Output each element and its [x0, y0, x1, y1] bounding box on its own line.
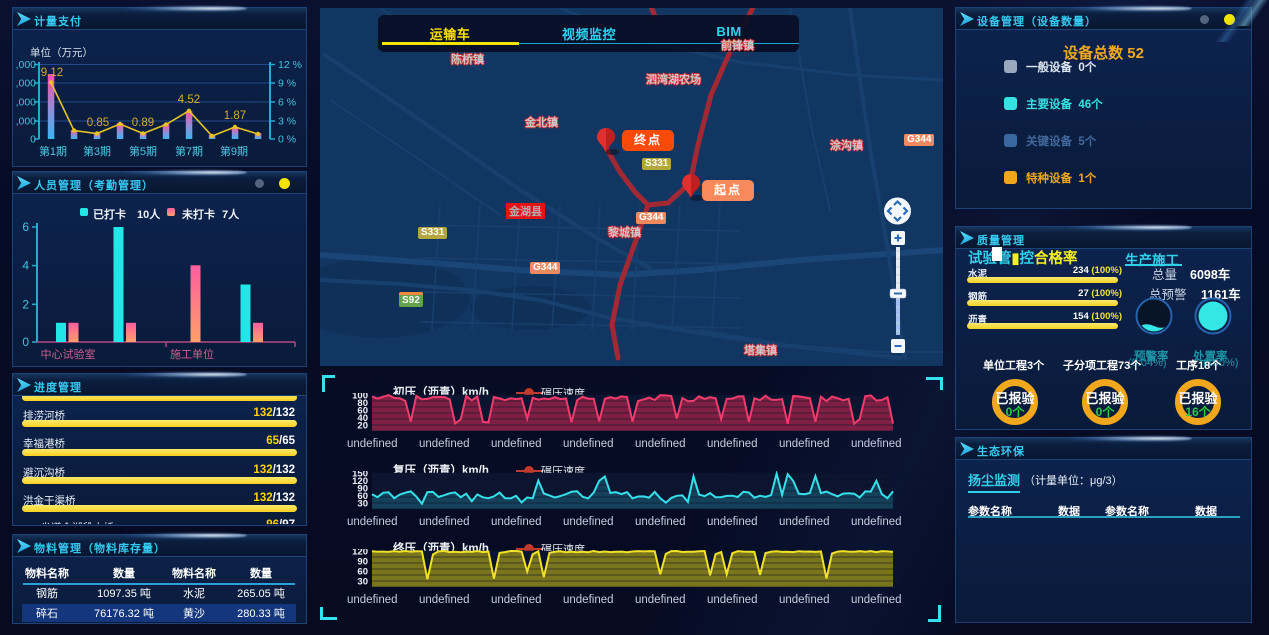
svg-text:undefined: undefined: [635, 516, 686, 528]
svg-text:90: 90: [357, 557, 368, 568]
svg-text:undefined: undefined: [419, 438, 470, 450]
svg-text:30: 30: [357, 499, 368, 510]
svg-text:undefined: undefined: [635, 594, 686, 606]
svg-text:7人: 7人: [222, 207, 240, 221]
svg-text:undefined: undefined: [851, 516, 902, 528]
svg-text:第3期: 第3期: [83, 144, 111, 158]
svg-text:1.87: 1.87: [224, 110, 246, 122]
svg-text:undefined: undefined: [779, 516, 830, 528]
svg-text:undefined: undefined: [851, 594, 902, 606]
svg-text:第7期: 第7期: [175, 144, 203, 158]
svg-text:120: 120: [352, 476, 368, 487]
svg-text:150: 150: [352, 471, 368, 480]
svg-text:施工单位: 施工单位: [170, 347, 214, 361]
svg-text:undefined: undefined: [347, 438, 398, 450]
svg-text:9 %: 9 %: [278, 78, 296, 90]
svg-text:0: 0: [22, 335, 29, 349]
svg-text:undefined: undefined: [491, 438, 542, 450]
svg-text:20: 20: [357, 421, 368, 432]
svg-text:0.85: 0.85: [87, 117, 109, 129]
svg-text:undefined: undefined: [851, 438, 902, 450]
svg-text:,000: ,000: [16, 116, 37, 128]
svg-text:2: 2: [22, 297, 29, 311]
svg-text:第9期: 第9期: [220, 144, 248, 158]
svg-text:undefined: undefined: [347, 594, 398, 606]
svg-text:80: 80: [357, 398, 368, 409]
svg-text:9.12: 9.12: [41, 67, 63, 79]
svg-text:100: 100: [352, 393, 368, 402]
svg-text:undefined: undefined: [707, 438, 758, 450]
svg-text:第5期: 第5期: [129, 144, 157, 158]
svg-text:60: 60: [357, 491, 368, 502]
svg-text:4.52: 4.52: [178, 94, 200, 106]
svg-text:,000: ,000: [16, 59, 37, 71]
svg-text:,000: ,000: [16, 97, 37, 109]
svg-text:中心试验室: 中心试验室: [41, 347, 96, 361]
svg-text:12 %: 12 %: [278, 59, 302, 71]
svg-text:0: 0: [30, 134, 36, 146]
svg-text:0.89: 0.89: [132, 117, 154, 129]
svg-text:0 %: 0 %: [278, 134, 296, 146]
svg-text:undefined: undefined: [563, 516, 614, 528]
svg-text:40: 40: [357, 413, 368, 424]
svg-text:6 %: 6 %: [278, 97, 296, 109]
svg-text:undefined: undefined: [491, 516, 542, 528]
svg-text:undefined: undefined: [635, 438, 686, 450]
svg-text:undefined: undefined: [707, 516, 758, 528]
svg-text:3 %: 3 %: [278, 116, 296, 128]
svg-text:30: 30: [357, 577, 368, 588]
svg-text:undefined: undefined: [491, 594, 542, 606]
svg-text:4: 4: [22, 259, 29, 273]
svg-text:undefined: undefined: [707, 594, 758, 606]
svg-text:60: 60: [357, 567, 368, 578]
svg-text:undefined: undefined: [779, 594, 830, 606]
svg-text:未打卡: 未打卡: [181, 207, 215, 221]
svg-text:undefined: undefined: [563, 594, 614, 606]
svg-text:6: 6: [22, 220, 29, 234]
svg-text:10人: 10人: [137, 207, 161, 221]
svg-text:已打卡: 已打卡: [93, 207, 126, 221]
svg-text:undefined: undefined: [563, 438, 614, 450]
svg-text:90: 90: [357, 484, 368, 495]
svg-text:,000: ,000: [16, 78, 37, 90]
svg-text:120: 120: [352, 549, 368, 558]
svg-text:undefined: undefined: [419, 516, 470, 528]
svg-text:undefined: undefined: [347, 516, 398, 528]
svg-text:60: 60: [357, 406, 368, 417]
svg-text:undefined: undefined: [419, 594, 470, 606]
svg-text:第1期: 第1期: [39, 144, 67, 158]
svg-text:undefined: undefined: [779, 438, 830, 450]
